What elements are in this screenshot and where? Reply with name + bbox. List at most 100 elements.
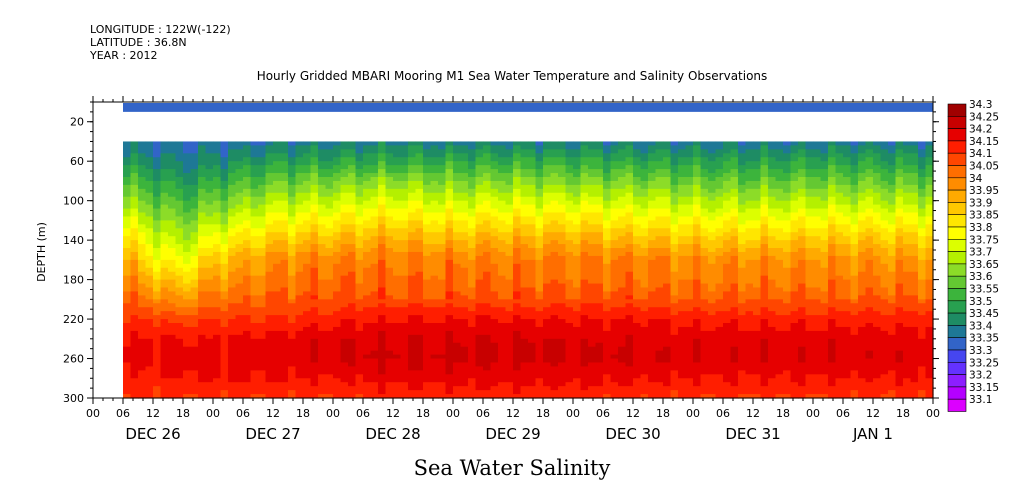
salinity-cell [385,161,394,166]
salinity-cell [558,366,567,371]
salinity-cell [258,307,267,312]
salinity-cell [243,161,252,166]
salinity-cell [505,287,514,293]
salinity-cell [610,228,619,233]
salinity-cell [625,204,634,210]
salinity-cell [363,366,372,371]
salinity-cell [363,145,372,150]
salinity-cell [475,354,484,360]
salinity-cell [415,176,424,182]
salinity-cell [543,299,552,304]
salinity-cell [138,216,147,221]
salinity-cell [468,315,477,320]
salinity-cell [123,354,132,360]
salinity-cell [475,319,484,324]
salinity-cell [625,291,634,296]
salinity-cell [288,279,297,285]
salinity-cell [235,287,244,293]
salinity-cell [213,394,222,399]
salinity-cell [190,326,199,332]
salinity-cell [400,295,409,300]
salinity-cell [528,346,537,352]
salinity-cell [490,366,499,371]
salinity-cell [168,303,177,308]
salinity-cell [670,200,679,206]
salinity-cell [370,378,379,383]
salinity-cell [558,346,567,352]
salinity-cell [498,390,507,395]
salinity-cell [505,334,514,340]
salinity-cell [265,173,274,178]
salinity-cell [655,291,664,296]
salinity-cell [663,307,672,312]
salinity-cell [580,232,589,237]
salinity-cell [130,212,139,218]
salinity-cell [580,216,589,221]
salinity-cell [610,263,619,269]
salinity-cell [528,228,537,233]
salinity-cell [543,216,552,221]
salinity-cell [670,338,679,344]
salinity-cell [183,378,192,383]
salinity-cell [520,196,529,202]
salinity-cell [625,338,634,344]
salinity-cell [333,244,342,249]
salinity-cell [190,180,199,186]
salinity-cell [610,311,619,316]
salinity-cell [220,267,229,273]
salinity-cell [625,334,634,340]
salinity-cell [138,394,147,399]
salinity-cell [370,303,379,308]
salinity-cell [423,212,432,218]
salinity-cell [273,354,282,360]
salinity-cell [175,224,184,229]
salinity-cell [453,374,462,379]
salinity-cell [280,315,289,320]
salinity-cell [205,326,214,332]
salinity-cell [348,192,357,198]
salinity-cell [528,251,537,257]
salinity-cell [678,279,687,285]
salinity-cell [453,255,462,261]
salinity-cell [348,307,357,312]
salinity-cell [303,267,312,273]
salinity-cell [453,378,462,383]
salinity-cell [273,370,282,375]
salinity-cell [348,180,357,186]
salinity-cell [535,255,544,261]
salinity-cell [550,232,559,237]
salinity-cell [205,196,214,202]
salinity-cell [610,149,619,154]
salinity-cell [670,311,679,316]
salinity-cell [625,145,634,150]
salinity-cell [393,184,402,190]
salinity-cell [693,271,702,277]
salinity-cell [250,196,259,202]
salinity-cell [348,220,357,225]
salinity-cell [310,307,319,312]
salinity-cell [363,267,372,273]
salinity-cell [685,275,694,281]
salinity-cell [265,299,274,304]
salinity-cell [408,362,417,368]
salinity-cell [220,287,229,293]
salinity-cell [288,248,297,253]
salinity-cell [303,153,312,158]
salinity-cell [310,192,319,198]
salinity-cell [558,169,567,174]
salinity-cell [558,176,567,182]
salinity-cell [130,323,139,328]
salinity-cell [670,224,679,229]
salinity-cell [325,326,334,332]
salinity-cell [528,208,537,214]
salinity-cell [228,299,237,304]
salinity-cell [588,153,597,158]
salinity-cell [348,263,357,269]
salinity-cell [648,303,657,308]
salinity-cell [618,287,627,293]
salinity-cell [273,386,282,391]
salinity-cell [663,224,672,229]
salinity-cell [348,299,357,304]
salinity-cell [640,240,649,245]
